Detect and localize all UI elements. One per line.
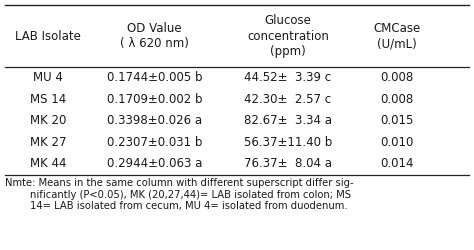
Text: 0.2307±0.031 b: 0.2307±0.031 b — [107, 136, 202, 149]
Text: 0.2944±0.063 a: 0.2944±0.063 a — [107, 157, 202, 170]
Text: 42.30±  2.57 c: 42.30± 2.57 c — [245, 93, 332, 106]
Text: MK 20: MK 20 — [30, 114, 66, 127]
Text: 56.37±11.40 b: 56.37±11.40 b — [244, 136, 332, 149]
Text: 0.1744±0.005 b: 0.1744±0.005 b — [107, 71, 202, 84]
Text: 44.52±  3.39 c: 44.52± 3.39 c — [245, 71, 332, 84]
Text: nificantly (P<0.05), MK (20,27,44)= LAB isolated from colon; MS: nificantly (P<0.05), MK (20,27,44)= LAB … — [5, 190, 351, 200]
Text: 76.37±  8.04 a: 76.37± 8.04 a — [244, 157, 332, 170]
Text: MK 27: MK 27 — [30, 136, 66, 149]
Text: MS 14: MS 14 — [30, 93, 66, 106]
Text: 0.3398±0.026 a: 0.3398±0.026 a — [107, 114, 202, 127]
Text: 0.008: 0.008 — [381, 71, 414, 84]
Text: 82.67±  3.34 a: 82.67± 3.34 a — [244, 114, 332, 127]
Text: 0.1709±0.002 b: 0.1709±0.002 b — [107, 93, 202, 106]
Text: LAB Isolate: LAB Isolate — [15, 30, 81, 43]
Text: Nmte: Means in the same column with different superscript differ sig-: Nmte: Means in the same column with diff… — [5, 178, 354, 188]
Text: 14= LAB isolated from cecum, MU 4= isolated from duodenum.: 14= LAB isolated from cecum, MU 4= isola… — [5, 202, 347, 211]
Text: OD Value
( λ 620 nm): OD Value ( λ 620 nm) — [120, 22, 189, 50]
Text: 0.014: 0.014 — [380, 157, 414, 170]
Text: CMCase
(U/mL): CMCase (U/mL) — [374, 22, 421, 50]
Text: MK 44: MK 44 — [30, 157, 66, 170]
Text: MU 4: MU 4 — [33, 71, 63, 84]
Text: 0.010: 0.010 — [381, 136, 414, 149]
Text: Glucose
concentration
(ppm): Glucose concentration (ppm) — [247, 14, 329, 59]
Text: 0.015: 0.015 — [381, 114, 414, 127]
Text: 0.008: 0.008 — [381, 93, 414, 106]
